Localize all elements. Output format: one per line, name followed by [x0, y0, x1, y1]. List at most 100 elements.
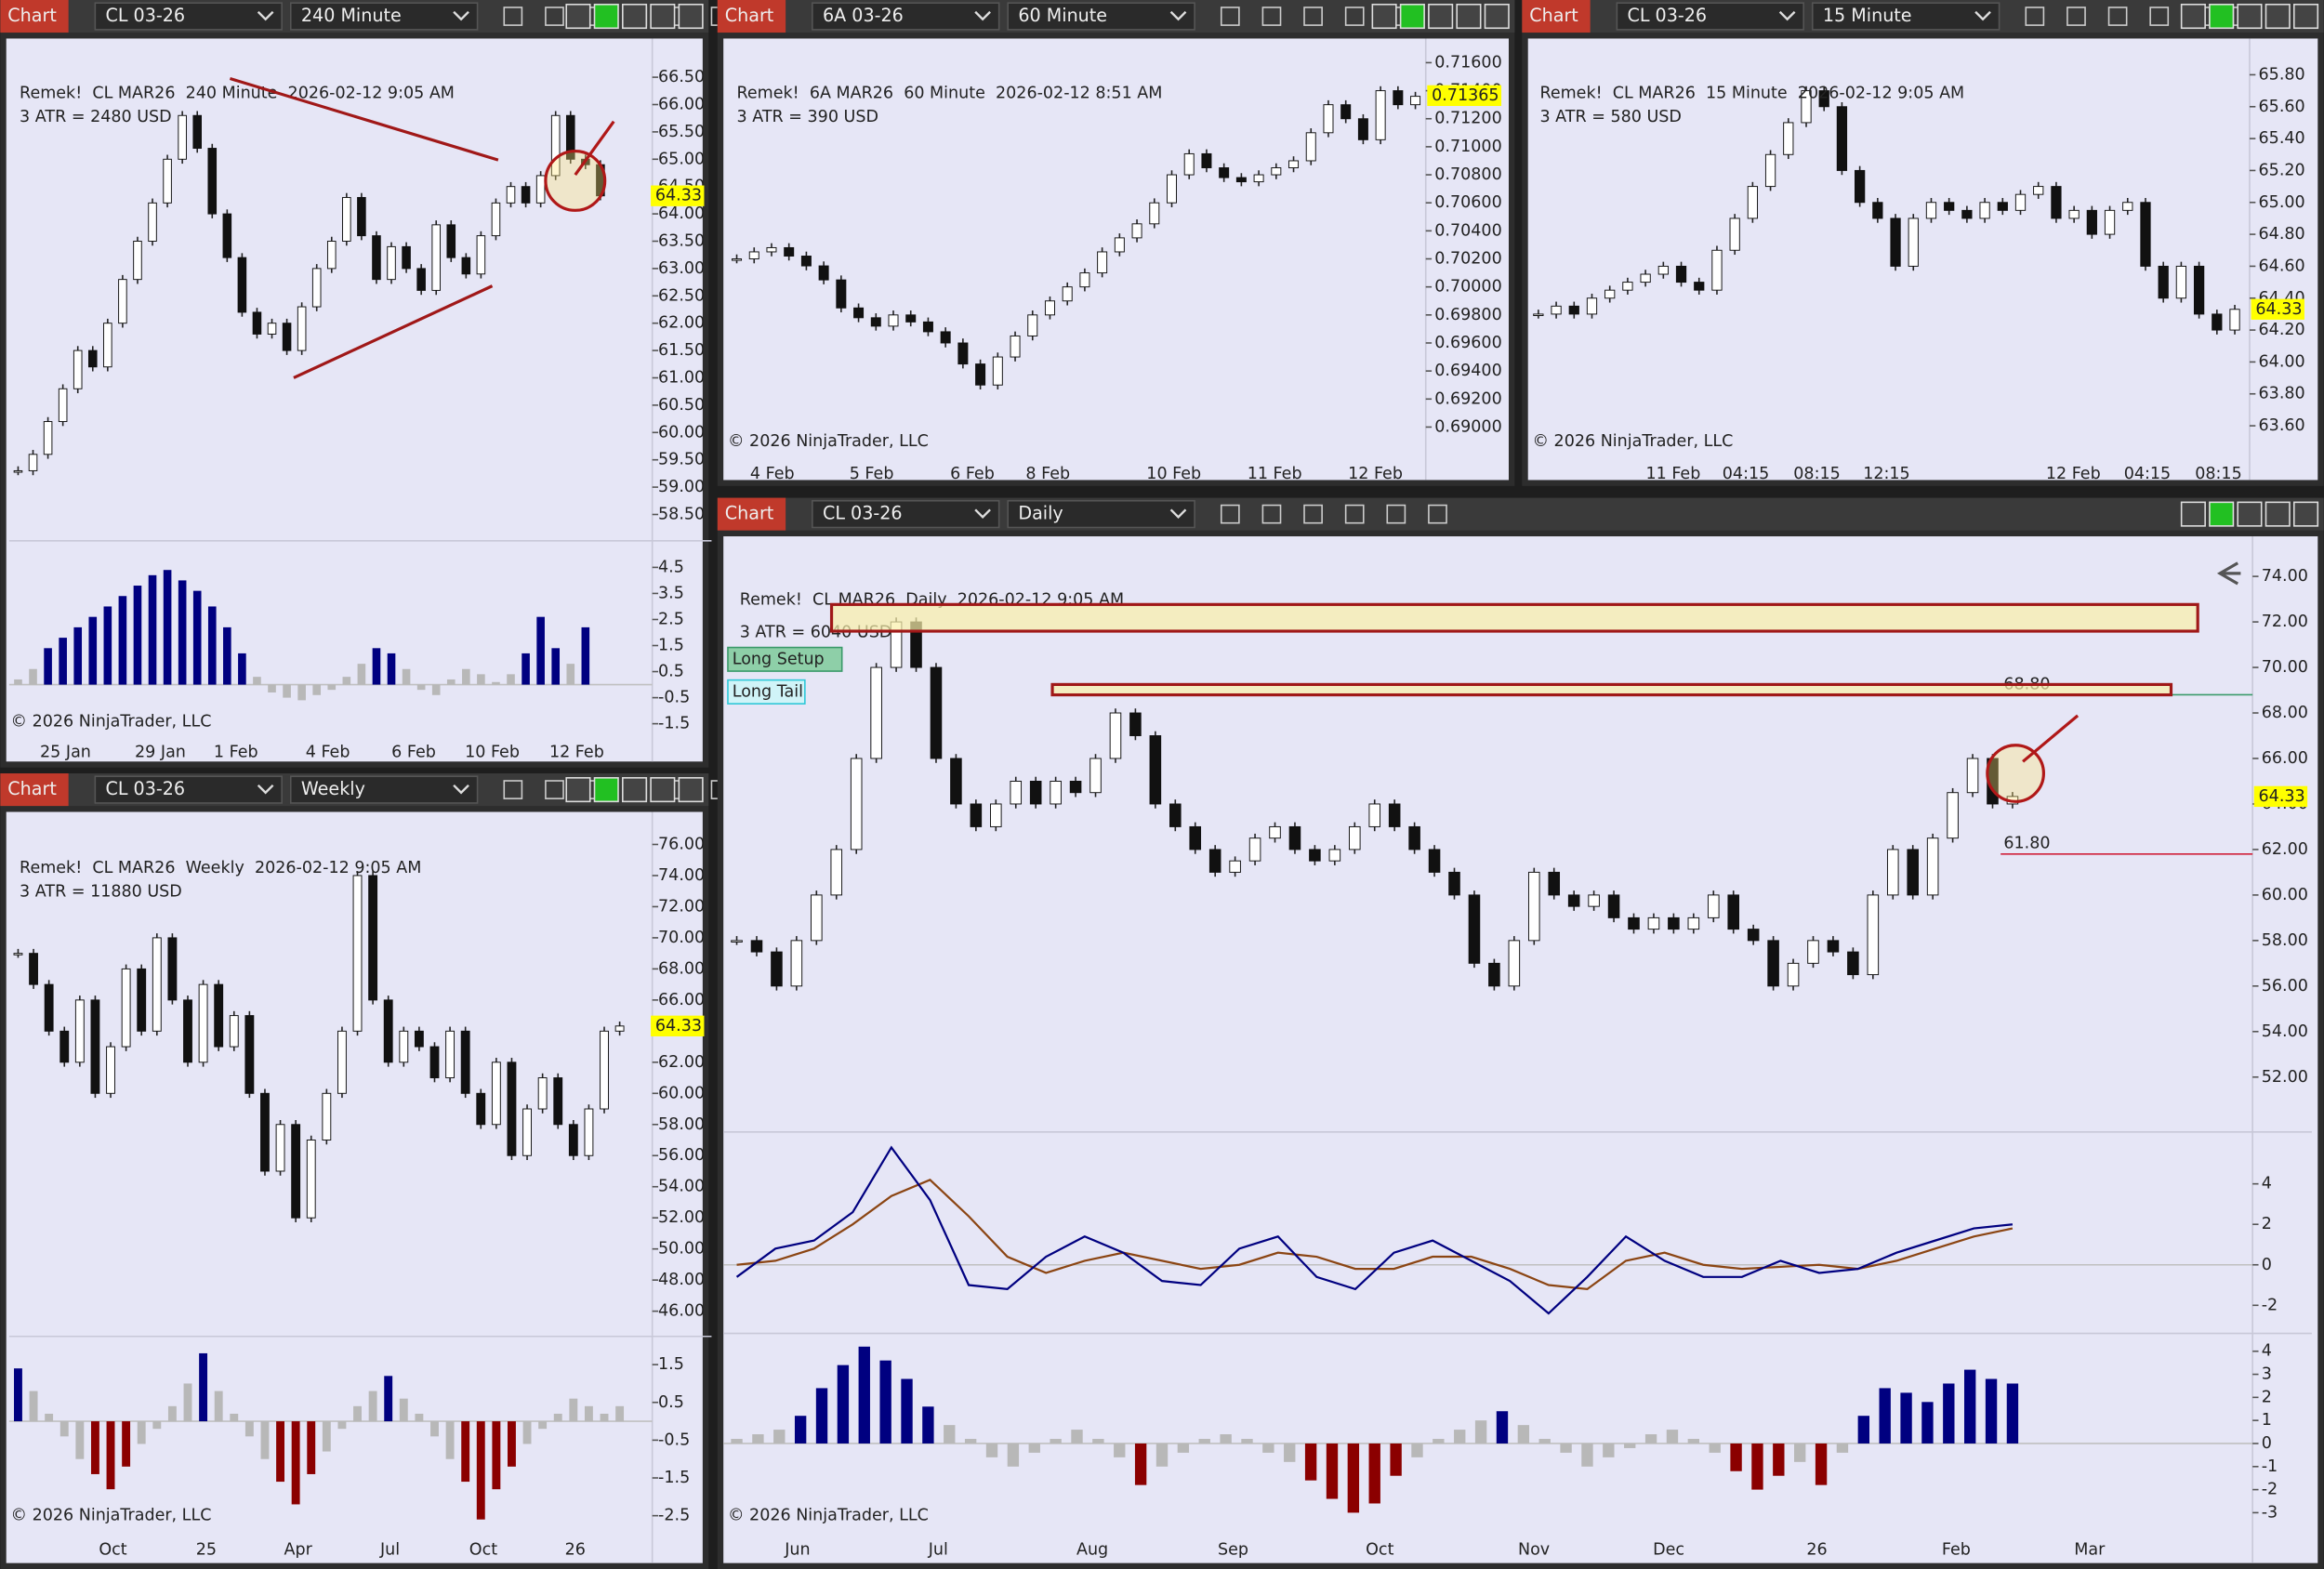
toolbar-icon[interactable]: [2025, 7, 2045, 26]
candle: [1622, 282, 1633, 291]
window-control[interactable]: [650, 777, 676, 803]
dropdown[interactable]: [1616, 2, 1804, 31]
window-control[interactable]: [1371, 3, 1397, 30]
dropdown-label[interactable]: Weekly: [301, 778, 365, 799]
window-control[interactable]: [2237, 3, 2263, 30]
dropdown-label[interactable]: CL 03-26: [1628, 5, 1708, 26]
toolbar-icon[interactable]: [1428, 504, 1447, 524]
window-control[interactable]: [622, 777, 648, 803]
toolbar-icon[interactable]: [1261, 504, 1282, 524]
dropdown[interactable]: [94, 2, 283, 31]
toolbar-icon[interactable]: [1303, 7, 1323, 26]
toolbar-icon[interactable]: [1303, 504, 1323, 524]
y-tick-label: 56.00: [2262, 977, 2308, 995]
chart-tab-label[interactable]: Chart: [7, 778, 57, 799]
dropdown-arrow[interactable]: [1169, 10, 1187, 21]
histogram-bar: [1496, 1411, 1509, 1444]
window-control[interactable]: [2180, 501, 2206, 527]
window-control[interactable]: [565, 777, 591, 803]
dropdown-label[interactable]: 6A 03-26: [823, 5, 904, 26]
dropdown-label[interactable]: Daily: [1018, 503, 1063, 524]
chart-tab[interactable]: [0, 773, 69, 807]
dropdown-arrow[interactable]: [974, 508, 991, 519]
toolbar-icon[interactable]: [545, 7, 564, 26]
toolbar-icon[interactable]: [1386, 504, 1406, 524]
toolbar-icon[interactable]: [2067, 7, 2086, 26]
window-control[interactable]: [622, 3, 648, 30]
window-control[interactable]: [2265, 501, 2291, 527]
toolbar-icon[interactable]: [1220, 504, 1240, 524]
chart-tab-label[interactable]: Chart: [725, 503, 774, 524]
window-control[interactable]: [2180, 3, 2206, 30]
dropdown-arrow[interactable]: [974, 10, 991, 21]
y-tick-label: 62.00: [2262, 840, 2308, 859]
dropdown[interactable]: [289, 2, 479, 31]
chart-tab[interactable]: [717, 0, 786, 33]
toolbar-icon[interactable]: [2149, 7, 2170, 26]
candle: [535, 175, 546, 204]
dropdown-arrow[interactable]: [257, 784, 274, 795]
signal-button[interactable]: [727, 679, 806, 705]
dropdown-arrow[interactable]: [1169, 508, 1187, 519]
candle: [1248, 837, 1261, 862]
window-control[interactable]: [678, 3, 704, 30]
window-control[interactable]: [2209, 501, 2235, 527]
dropdown-arrow[interactable]: [1974, 10, 1991, 21]
signal-button[interactable]: [727, 646, 843, 672]
dropdown[interactable]: [94, 775, 283, 804]
toolbar-icon[interactable]: [1344, 7, 1365, 26]
dropdown-label[interactable]: CL 03-26: [823, 503, 903, 524]
window-control[interactable]: [2292, 501, 2319, 527]
window-control[interactable]: [1484, 3, 1510, 30]
dropdown[interactable]: [289, 775, 479, 804]
candle: [1727, 894, 1740, 930]
toolbar-icon[interactable]: [2107, 7, 2128, 26]
chart-tab[interactable]: [0, 0, 69, 33]
dropdown[interactable]: [1007, 2, 1195, 31]
y-tick-label: 0.5: [658, 663, 684, 681]
dropdown-arrow[interactable]: [1778, 10, 1796, 21]
window-control[interactable]: [593, 777, 619, 803]
window-control[interactable]: [1428, 3, 1454, 30]
chart-tab-label[interactable]: Chart: [7, 5, 57, 26]
dropdown[interactable]: [812, 499, 1000, 529]
x-tick-label: 5 Feb: [850, 465, 894, 483]
toolbar-icon[interactable]: [1344, 504, 1365, 524]
toolbar-icon[interactable]: [1261, 7, 1282, 26]
window-control[interactable]: [2292, 3, 2319, 30]
toolbar-icon[interactable]: [503, 7, 523, 26]
chart-tab[interactable]: [1522, 0, 1591, 33]
dropdown-label[interactable]: CL 03-26: [106, 778, 186, 799]
window-control[interactable]: [593, 3, 619, 30]
window-control[interactable]: [678, 777, 704, 803]
toolbar-icon[interactable]: [503, 780, 523, 799]
chart-tab-label[interactable]: Chart: [1529, 5, 1578, 26]
dropdown-label[interactable]: 240 Minute: [301, 5, 402, 26]
toolbar-icon[interactable]: [545, 780, 564, 799]
window-control[interactable]: [2237, 501, 2263, 527]
dropdown-arrow[interactable]: [453, 784, 469, 795]
dropdown-label[interactable]: 15 Minute: [1823, 5, 1912, 26]
window-control[interactable]: [565, 3, 591, 30]
candle: [1783, 122, 1794, 155]
dropdown[interactable]: [812, 2, 1000, 31]
window-control[interactable]: [2209, 3, 2235, 30]
window-control[interactable]: [2265, 3, 2291, 30]
dropdown[interactable]: [1811, 2, 2000, 31]
dropdown-arrow[interactable]: [257, 10, 274, 21]
chart-tab[interactable]: [717, 497, 786, 531]
chart-tab-label[interactable]: Chart: [725, 5, 774, 26]
dropdown-arrow[interactable]: [453, 10, 469, 21]
dropdown-label[interactable]: 60 Minute: [1018, 5, 1107, 26]
y-tick-label: 58.00: [2262, 931, 2308, 950]
window-control[interactable]: [650, 3, 676, 30]
dropdown-label[interactable]: CL 03-26: [106, 5, 186, 26]
dropdown[interactable]: [1007, 499, 1195, 529]
window-control[interactable]: [1456, 3, 1482, 30]
signal-button-label[interactable]: Long Setup: [733, 650, 825, 668]
x-tick-label: Nov: [1518, 1540, 1550, 1559]
toolbar-icon[interactable]: [1220, 7, 1240, 26]
candle: [811, 894, 823, 942]
window-control[interactable]: [1399, 3, 1425, 30]
signal-button-label[interactable]: Long Tail: [733, 682, 803, 701]
